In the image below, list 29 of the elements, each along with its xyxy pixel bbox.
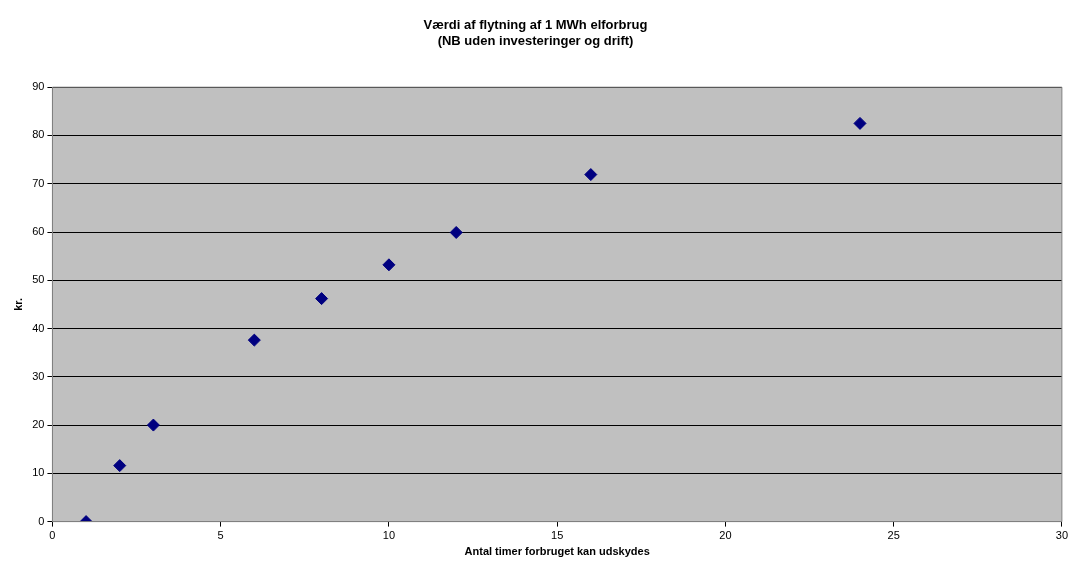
x-tick-label: 15 bbox=[551, 529, 564, 542]
point bbox=[315, 292, 329, 306]
y-tick-label: 90 bbox=[32, 80, 45, 93]
y-tick-label: 40 bbox=[32, 321, 45, 334]
point bbox=[853, 116, 867, 130]
point bbox=[584, 168, 598, 182]
y-tick-label: 20 bbox=[32, 418, 45, 431]
y-tick-label: 50 bbox=[32, 273, 45, 286]
x-tick-label: 25 bbox=[887, 529, 900, 542]
text: (NB uden investeringer og drift) bbox=[437, 32, 634, 48]
x-tick-label: 20 bbox=[719, 529, 732, 542]
point bbox=[449, 225, 463, 239]
text: Værdi af flytning af 1 MWh elforbrug bbox=[423, 17, 648, 33]
y-tick-label: 0 bbox=[38, 514, 45, 527]
point bbox=[113, 459, 127, 473]
x-axis-title: Antal timer forbruget kan udskydes bbox=[464, 545, 650, 558]
point bbox=[247, 333, 261, 347]
y-tick-label: 30 bbox=[32, 369, 45, 382]
y-tick-label: 10 bbox=[32, 466, 45, 479]
x-tick-label: 5 bbox=[217, 529, 224, 542]
y-axis-title: kr. bbox=[11, 297, 24, 311]
y-tick-label: 80 bbox=[32, 128, 45, 141]
x-tick-label: 10 bbox=[382, 529, 396, 542]
y-tick-label: 70 bbox=[32, 176, 45, 189]
y-tick-label: 60 bbox=[32, 225, 45, 238]
x-tick-label: 30 bbox=[1055, 529, 1069, 542]
point bbox=[146, 418, 160, 432]
x-tick-label: 0 bbox=[49, 529, 56, 542]
point bbox=[382, 258, 396, 272]
